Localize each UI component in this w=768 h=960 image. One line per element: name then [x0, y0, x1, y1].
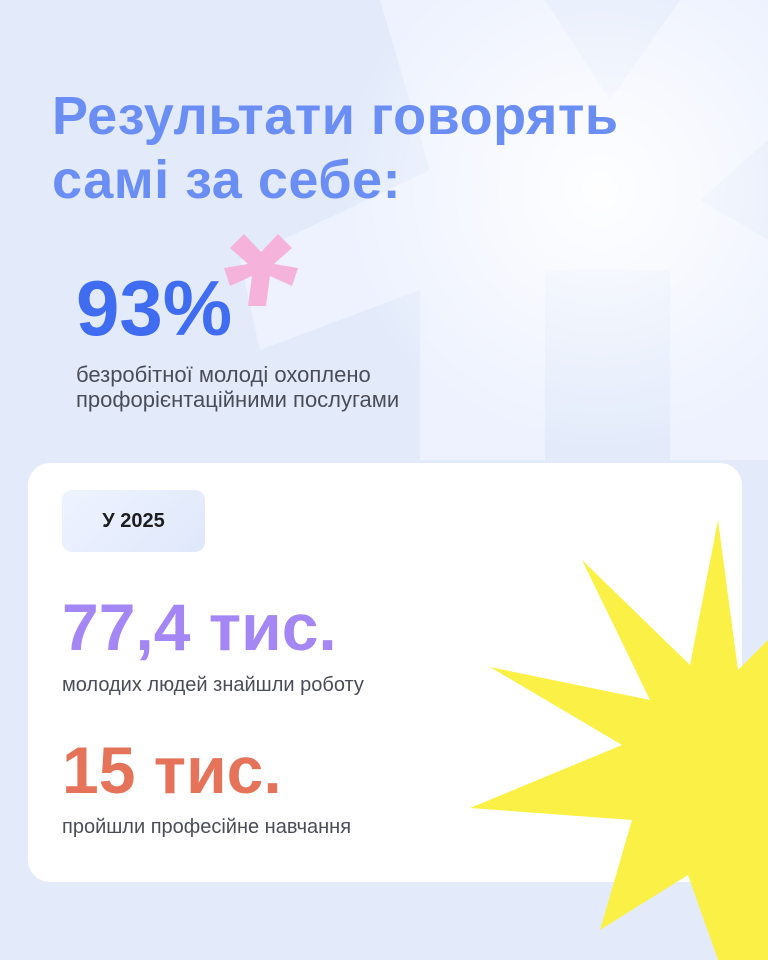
- stat-value-trained: 15 тис.: [62, 733, 282, 807]
- stat-description-employed: молодих людей знайшли роботу: [62, 674, 364, 696]
- pink-asterisk-icon: [224, 234, 298, 306]
- highlight-description: безробітної молоді охоплено профорієнтаці…: [76, 362, 400, 412]
- page-title: Результати говорять самі за себе:: [52, 86, 619, 210]
- year-badge: У 2025: [62, 490, 205, 552]
- highlight-value: 93%: [76, 264, 233, 352]
- stat-description-trained: пройшли професійне навчання: [62, 816, 352, 838]
- stat-value-employed: 77,4 тис.: [62, 590, 337, 664]
